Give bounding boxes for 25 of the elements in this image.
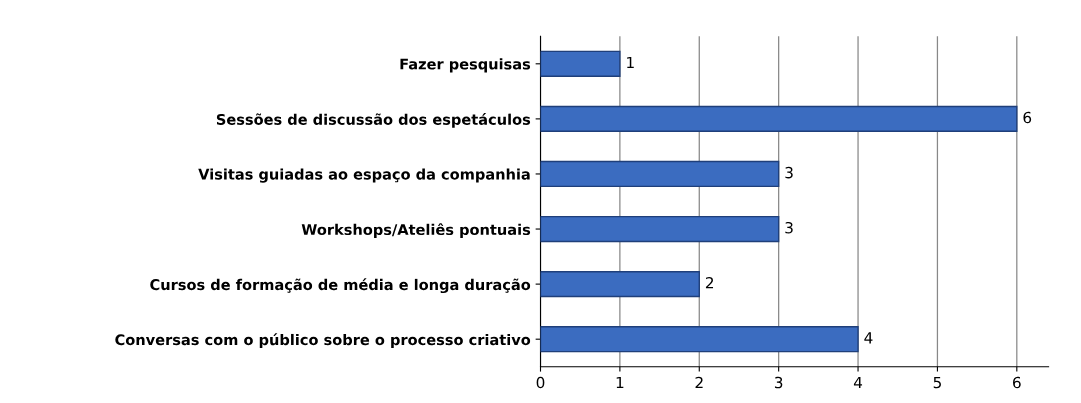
y-tick-label: Fazer pesquisas [400, 58, 531, 73]
x-tick-label: 6 [1013, 376, 1021, 389]
y-tick-label: Workshops/Ateliês pontuais [301, 223, 531, 238]
bar [540, 105, 1018, 132]
y-tick-label: Cursos de formação de média e longa duração [150, 278, 531, 294]
y-tick-label: Conversas com o público sobre o processo criativo [115, 333, 531, 349]
bar [540, 271, 700, 298]
bar [540, 50, 621, 77]
x-tick-label: 1 [616, 376, 624, 389]
bar [540, 326, 859, 353]
y-tick-label: Visitas guiadas ao espaço da companhia [198, 168, 530, 183]
data-label: 3 [785, 166, 793, 179]
data-label: 3 [785, 221, 793, 234]
data-label: 2 [705, 276, 714, 289]
data-label: 1 [627, 56, 634, 69]
data-label: 6 [1023, 111, 1032, 124]
x-tick-label: 0 [536, 376, 545, 389]
x-tick-label: 4 [853, 376, 863, 389]
bar [540, 215, 780, 243]
x-tick-label: 3 [774, 376, 783, 389]
y-tick-label: Sessões de discussão dos espetáculos [216, 113, 531, 128]
x-tick-label: 5 [933, 376, 941, 389]
bar [540, 160, 780, 188]
data-label: 4 [864, 332, 873, 344]
x-tick-label: 2 [695, 376, 703, 389]
